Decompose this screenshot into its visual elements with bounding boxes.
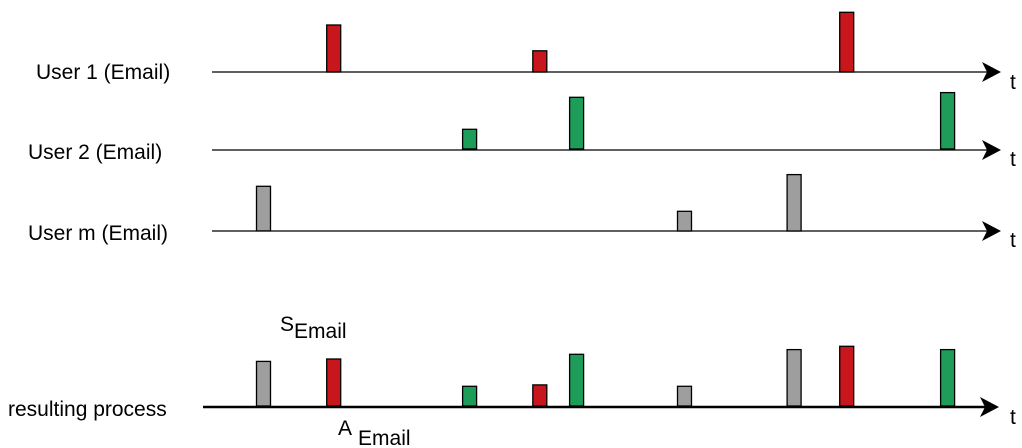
userm-label: User m (Email) — [28, 222, 168, 245]
result-event-bar-2 — [326, 358, 342, 407]
userm-axis-t: t — [1010, 229, 1016, 252]
s-email-main: S — [280, 313, 294, 336]
user1-arrow-icon — [982, 62, 1001, 82]
user2-axis-t: t — [1010, 148, 1016, 171]
a-email-main: A — [338, 417, 352, 440]
a-email-sub: Email — [358, 427, 411, 448]
result-event-bar-7 — [786, 348, 802, 407]
user2-arrow-icon — [982, 140, 1001, 160]
timeline-result: resulting process t — [8, 345, 1016, 429]
a-email-annotation: A Email — [338, 417, 411, 448]
user1-event-bar-3 — [839, 11, 855, 73]
user1-event-bar-2 — [532, 50, 548, 73]
timeline-user2: User 2 (Email) t — [28, 91, 1016, 171]
userm-event-bar-3 — [786, 173, 802, 232]
result-event-bar-3 — [461, 385, 478, 407]
userm-event-bar-2 — [676, 210, 693, 232]
result-arrow-icon — [980, 397, 999, 417]
user2-event-bar-3 — [939, 91, 956, 150]
user2-event-bar-1 — [461, 128, 478, 150]
userm-event-bar-1 — [255, 185, 272, 232]
result-events — [255, 345, 956, 407]
result-axis-t: t — [1010, 406, 1016, 429]
timeline-userm: User m (Email) t — [28, 173, 1016, 252]
userm-events — [255, 173, 802, 232]
user2-event-bar-2 — [568, 96, 585, 150]
result-event-bar-9 — [939, 348, 956, 407]
user2-label: User 2 (Email) — [28, 141, 162, 164]
user1-label: User 1 (Email) — [36, 61, 170, 84]
user1-axis-t: t — [1010, 71, 1016, 94]
timeline-user1: User 1 (Email) t — [36, 11, 1016, 94]
user1-events — [326, 11, 855, 73]
s-email-sub: Email — [294, 320, 347, 343]
user1-event-bar-1 — [326, 24, 342, 73]
result-event-bar-6 — [676, 385, 693, 407]
result-event-bar-8 — [839, 345, 855, 407]
user2-events — [461, 91, 956, 150]
s-email-annotation: SEmail — [280, 313, 347, 343]
result-event-bar-1 — [255, 360, 272, 407]
result-event-bar-5 — [568, 353, 585, 407]
userm-arrow-icon — [982, 221, 1001, 241]
result-event-bar-4 — [532, 384, 548, 407]
result-label: resulting process — [8, 398, 167, 421]
